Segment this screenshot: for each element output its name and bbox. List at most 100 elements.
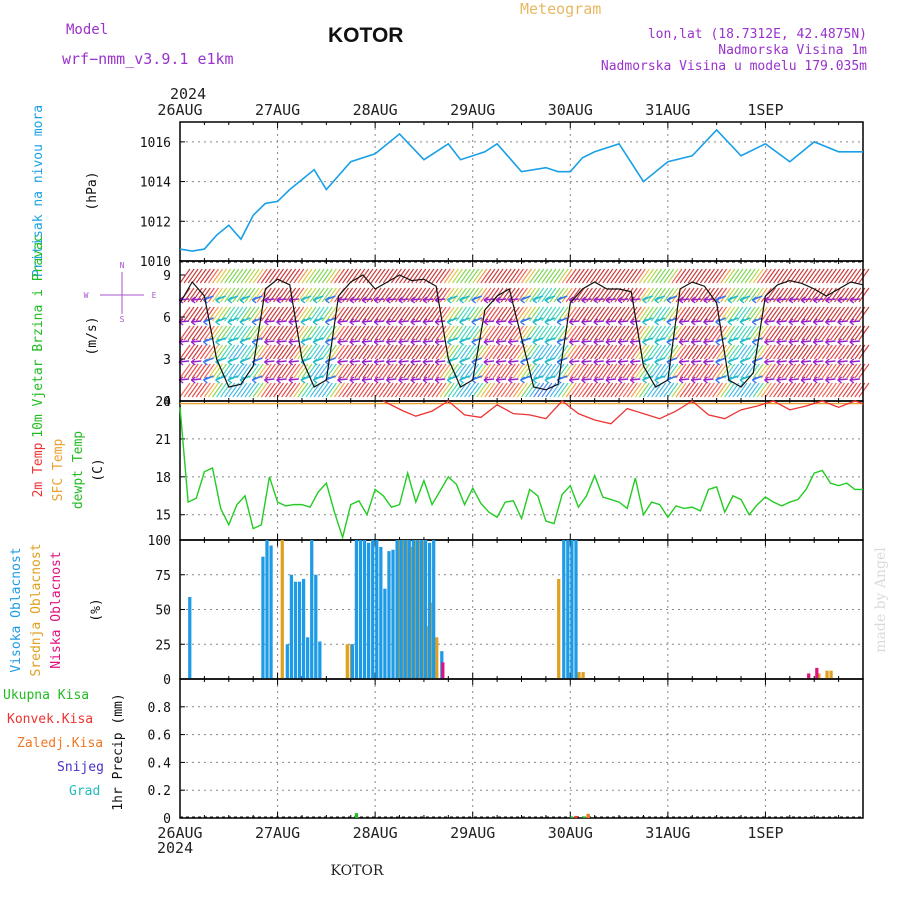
wind-arrow-head: [373, 296, 379, 304]
wind-axis-title-1: 10m Vjetar Brzina i Pravac: [31, 234, 46, 438]
wind-arrow: [435, 340, 446, 343]
wind-hatch-stroke: [207, 325, 219, 341]
wind-arrow: [605, 340, 617, 343]
wind-arrow-head: [556, 338, 562, 346]
wind-arrow-head: [605, 318, 611, 326]
wind-arrow-head: [788, 296, 794, 304]
wind-hatch-stroke: [732, 344, 744, 360]
y-tick-label: 9: [163, 269, 171, 284]
precip-legend-item: Ukupna Kisa: [3, 688, 89, 703]
wind-hatch-stroke: [281, 268, 293, 284]
wind-hatch-stroke: [557, 268, 569, 284]
wind-arrow-head: [300, 318, 306, 326]
wind-hatch-stroke: [846, 306, 858, 322]
wind-hatch-stroke: [244, 382, 256, 398]
wind-hatch-stroke: [793, 363, 805, 379]
wind-hatch-stroke: [232, 325, 244, 341]
wind-hatch-stroke: [630, 268, 642, 284]
wind-hatch-stroke: [212, 344, 224, 360]
wind-arrow-head: [666, 338, 672, 346]
wind-arrow: [374, 360, 385, 363]
wind-hatch-stroke: [744, 325, 756, 341]
wind-hatch-stroke: [573, 306, 585, 322]
high-cloud-bar: [383, 588, 387, 679]
wind-hatch-stroke: [342, 268, 354, 284]
wind-hatch-stroke: [569, 344, 581, 360]
wind-hatch-stroke: [191, 363, 203, 379]
cloud-axis-title-mid: Srednja Oblacnost: [29, 543, 44, 676]
wind-hatch-stroke: [634, 306, 646, 322]
wind-hatch-stroke: [468, 325, 480, 341]
wind-arrow-head: [751, 376, 757, 384]
wind-arrow-head: [410, 318, 416, 326]
time-label-bottom: 27AUG: [255, 824, 300, 842]
wind-hatch-stroke: [492, 325, 504, 341]
wind-hatch-stroke: [378, 325, 390, 341]
wind-hatch-stroke: [537, 287, 549, 303]
wind-arrow: [386, 320, 397, 323]
wind-hatch-stroke: [374, 306, 386, 322]
wind-arrow: [581, 298, 592, 301]
wind-hatch-stroke: [464, 268, 476, 284]
wind-arrow-head: [325, 338, 330, 346]
precip-axis-title-text: 1hr Precip: [111, 732, 126, 810]
high-cloud-bar: [261, 556, 265, 679]
wind-arrow-head: [386, 296, 391, 304]
wind-hatch-stroke: [378, 306, 390, 322]
wind-hatch-stroke: [346, 268, 358, 284]
wind-arrow: [337, 298, 348, 301]
wind-hatch-stroke: [480, 363, 492, 379]
wind-hatch-stroke: [236, 306, 248, 322]
wind-arrow: [569, 320, 580, 323]
wind-arrow: [288, 378, 299, 381]
wind-arrow-head: [349, 296, 355, 304]
wind-hatch-stroke: [691, 344, 703, 360]
wind-hatch-stroke: [764, 363, 776, 379]
wind-hatch-stroke: [773, 325, 785, 341]
wind-hatch-stroke: [358, 306, 370, 322]
wind-hatch-stroke: [277, 268, 289, 284]
wind-hatch-stroke: [683, 363, 695, 379]
wind-hatch-stroke: [447, 344, 459, 360]
wind-arrow-head: [483, 358, 489, 366]
wind-arrow-head: [203, 318, 208, 326]
wind-hatch-stroke: [602, 344, 614, 360]
wind-arrow: [605, 320, 617, 323]
wind-hatch-stroke: [744, 382, 756, 398]
wind-hatch-stroke: [289, 382, 301, 398]
wind-hatch-stroke: [573, 363, 585, 379]
wind-hatch-stroke: [358, 287, 370, 303]
wind-hatch-stroke: [309, 344, 321, 360]
wind-hatch-stroke: [268, 363, 280, 379]
wind-hatch-stroke: [679, 325, 691, 341]
wind-hatch-stroke: [256, 344, 268, 360]
wind-hatch-stroke: [732, 268, 744, 284]
wind-hatch-stroke: [451, 325, 463, 341]
wind-hatch-stroke: [825, 344, 837, 360]
wind-arrow-head: [227, 318, 233, 326]
wind-hatch-stroke: [399, 306, 411, 322]
precip-ticks: 00.20.40.60.8: [148, 679, 864, 827]
wind-arrow-head: [288, 358, 294, 366]
wind-hatch-stroke: [606, 363, 618, 379]
wind-arrow-head: [337, 338, 343, 346]
wind-hatch-stroke: [545, 325, 557, 341]
wind-arrow: [764, 360, 775, 363]
wind-hatch-stroke: [191, 306, 203, 322]
wind-arrow: [422, 298, 434, 301]
wind-hatch-stroke: [858, 363, 870, 379]
wind-arrow: [679, 320, 690, 323]
wind-hatch-stroke: [679, 306, 691, 322]
wind-hatch-stroke: [248, 325, 260, 341]
dewpoint-line: [179, 407, 863, 541]
wind-arrow: [825, 340, 836, 343]
wind-arrow: [496, 298, 507, 301]
wind-hatch-stroke: [512, 382, 524, 398]
altitude-label: Nadmorska Visina 1m: [718, 43, 867, 58]
wind-arrow-head: [764, 358, 769, 366]
wind-hatch-stroke: [431, 382, 443, 398]
wind-hatch-stroke: [386, 306, 398, 322]
wind-hatch-stroke: [512, 363, 524, 379]
wind-hatch-stroke: [484, 325, 496, 341]
wind-hatch-stroke: [744, 363, 756, 379]
